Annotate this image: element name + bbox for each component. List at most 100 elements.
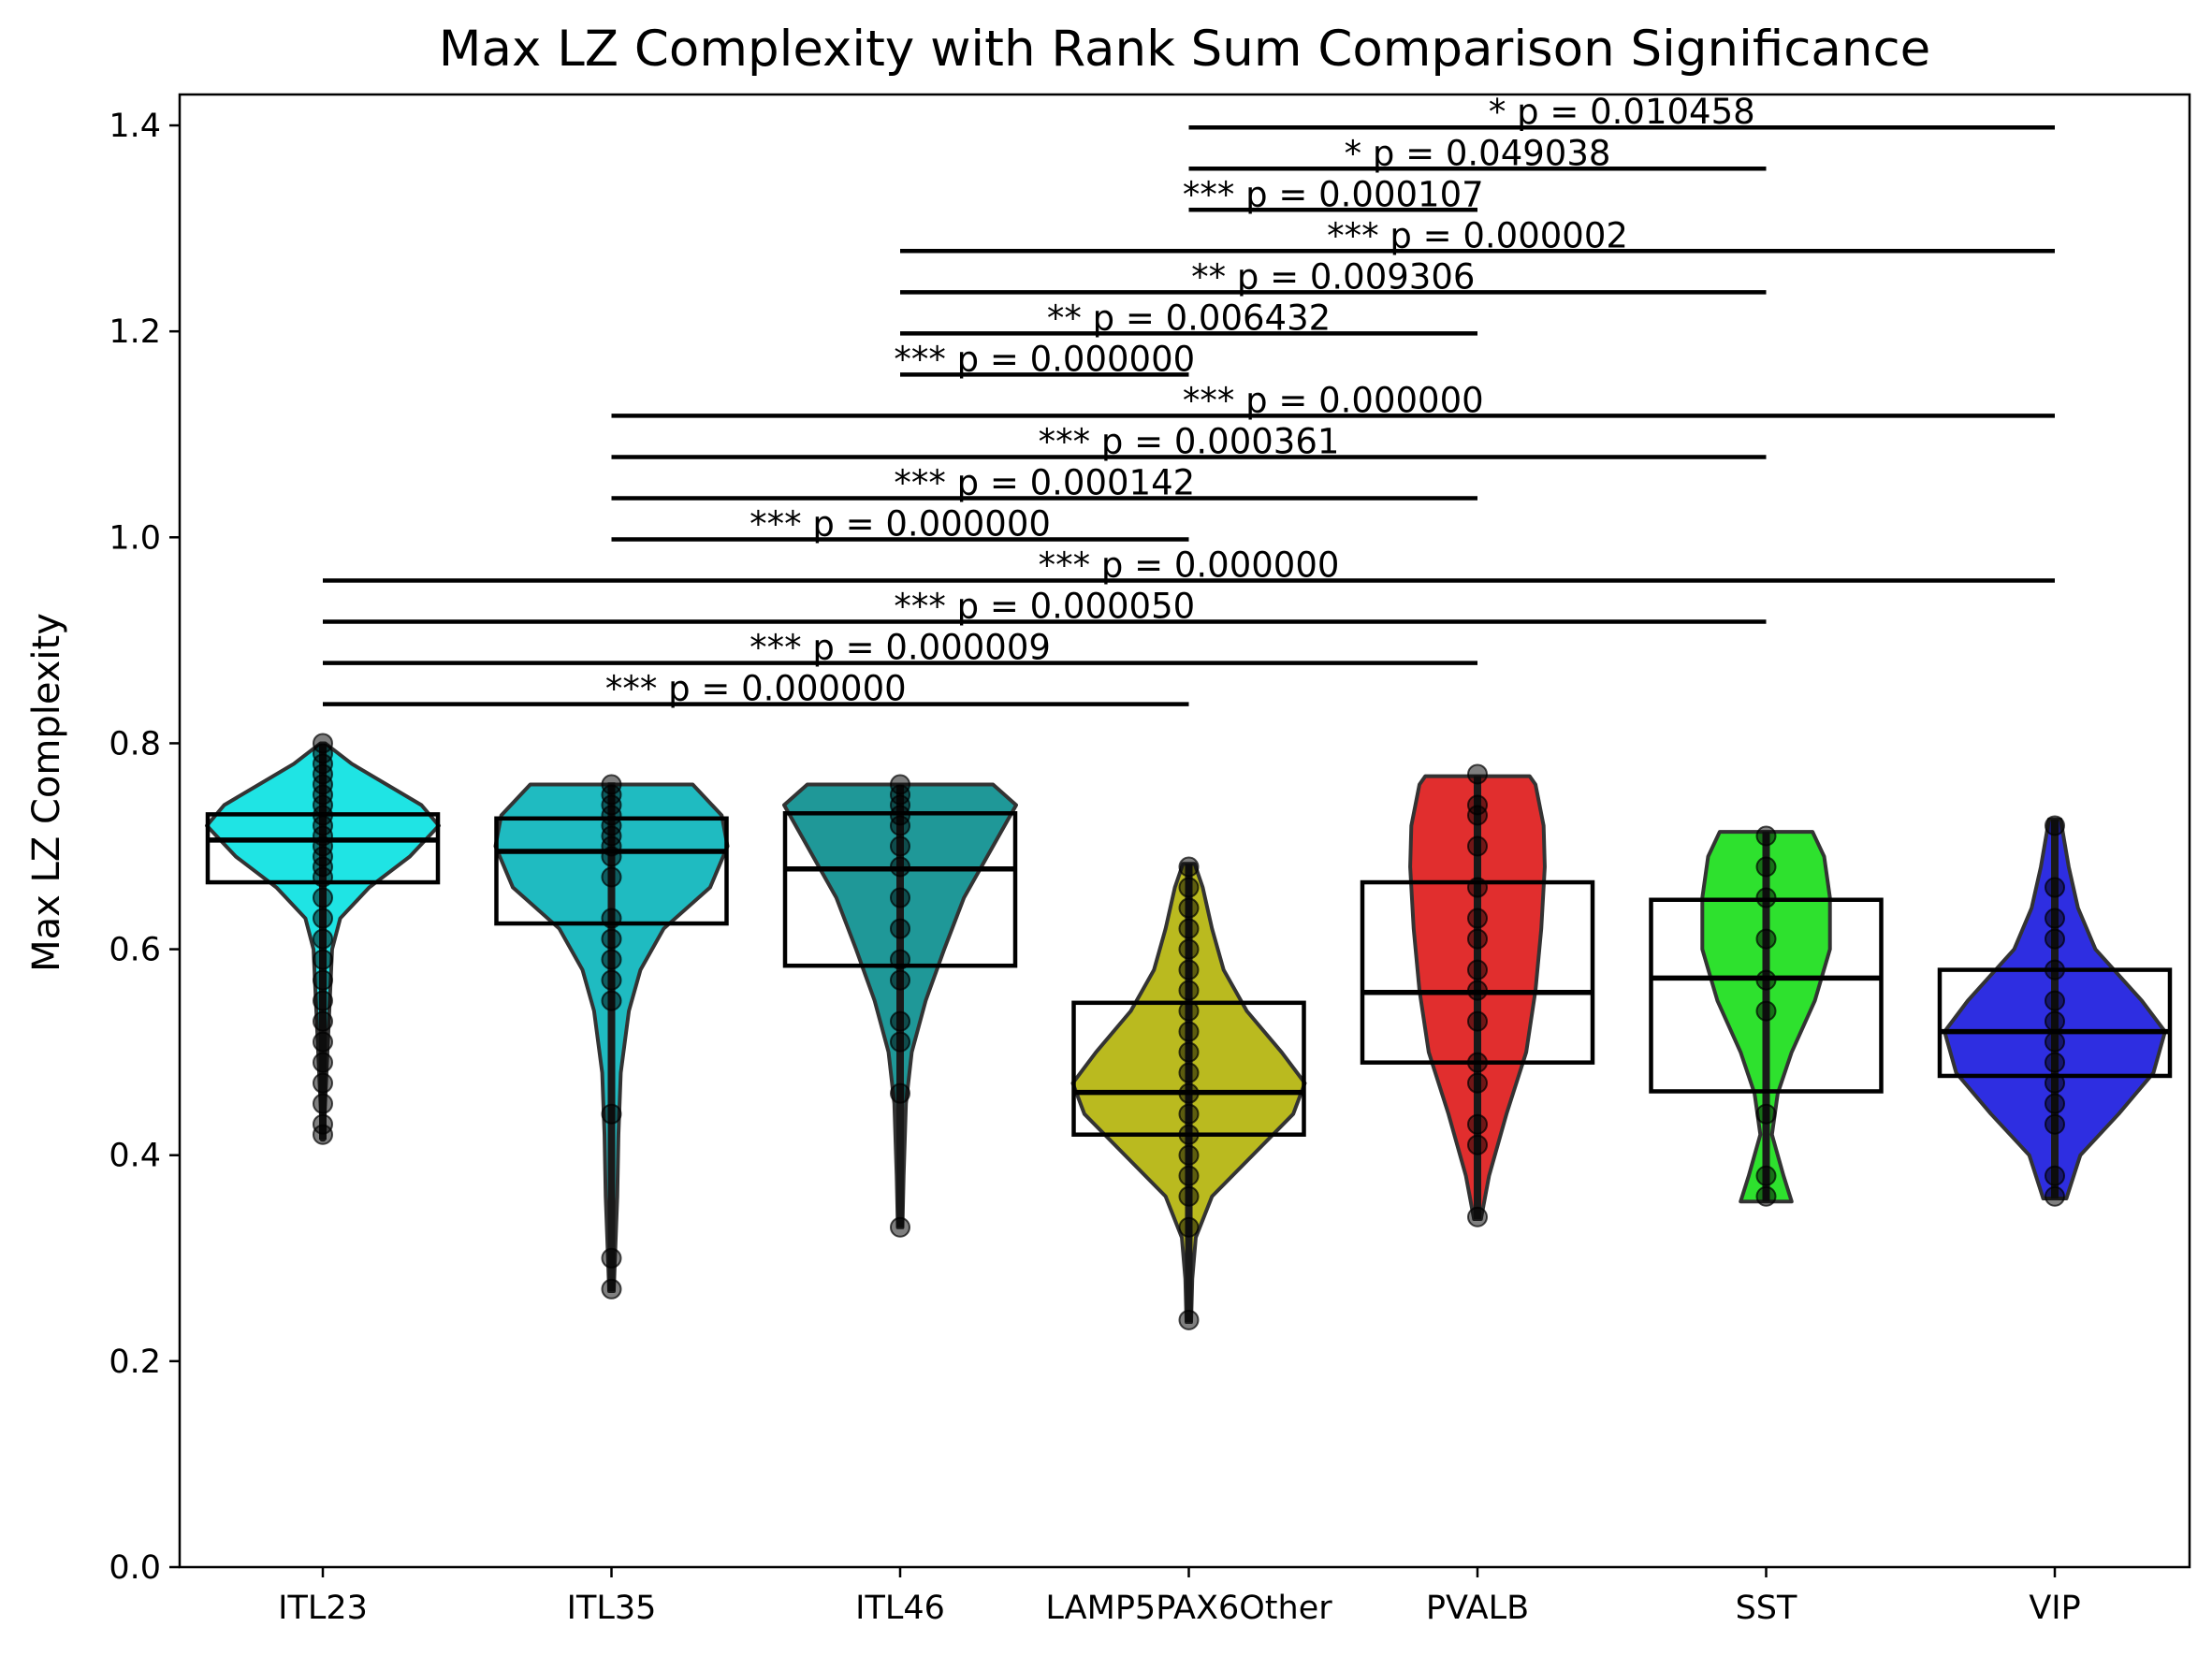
data-point-lamp5pax6other [1178, 980, 1200, 1001]
data-point-vip [2045, 1113, 2065, 1135]
data-point-lamp5pax6other [1178, 1103, 1200, 1125]
data-point-itl23 [313, 1031, 333, 1053]
data-point-pvalb [1467, 763, 1488, 785]
data-point-sst [1755, 856, 1777, 878]
data-point-itl35 [601, 908, 622, 929]
significance-label: ** p = 0.006432 [1047, 298, 1331, 338]
data-point-vip [2045, 877, 2065, 898]
x-tick-label: LAMP5PAX6Other [1045, 1590, 1332, 1627]
significance-label: *** p = 0.000142 [894, 462, 1195, 502]
data-point-lamp5pax6other [1178, 1082, 1200, 1104]
data-point-pvalb [1467, 928, 1488, 950]
data-point-itl46 [890, 887, 910, 908]
data-point-vip [2045, 1185, 2065, 1207]
data-point-itl23 [313, 1093, 333, 1114]
data-point-itl35 [601, 1103, 622, 1125]
data-point-pvalb [1467, 908, 1488, 929]
data-point-sst [1755, 887, 1777, 908]
data-point-pvalb [1467, 835, 1488, 857]
data-point-itl46 [890, 918, 910, 939]
data-point-lamp5pax6other [1178, 856, 1200, 878]
data-point-itl35 [601, 1278, 622, 1300]
significance-label: *** p = 0.000000 [1039, 545, 1340, 586]
x-tick-label: ITL35 [567, 1590, 657, 1627]
data-point-itl23 [313, 908, 333, 929]
data-point-itl23 [313, 990, 333, 1011]
significance-label: *** p = 0.000000 [605, 669, 907, 709]
data-point-lamp5pax6other [1178, 1062, 1200, 1083]
data-point-itl35 [601, 1247, 622, 1269]
x-tick-label: SST [1736, 1590, 1797, 1627]
data-point-itl23 [313, 1113, 333, 1135]
y-axis-label: Max LZ Complexity [25, 613, 68, 972]
data-point-itl46 [890, 1216, 910, 1238]
data-point-vip [2045, 959, 2065, 981]
data-point-lamp5pax6other [1178, 1124, 1200, 1145]
data-point-pvalb [1467, 1010, 1488, 1032]
data-point-itl46 [890, 835, 910, 857]
plot-area: *** p = 0.000000*** p = 0.000009*** p = … [109, 92, 2191, 1627]
data-point-vip [2045, 1072, 2065, 1094]
data-point-sst [1755, 1103, 1777, 1125]
data-point-pvalb [1467, 877, 1488, 898]
significance-label: *** p = 0.000361 [1039, 421, 1340, 461]
data-point-lamp5pax6other [1178, 1000, 1200, 1022]
data-point-lamp5pax6other [1178, 877, 1200, 898]
data-point-pvalb [1467, 1072, 1488, 1094]
x-tick-label: ITL23 [278, 1590, 368, 1627]
data-point-itl35 [601, 928, 622, 950]
data-point-itl23 [313, 733, 333, 754]
data-point-itl35 [601, 949, 622, 970]
data-point-itl35 [601, 866, 622, 888]
data-point-pvalb [1467, 1113, 1488, 1135]
data-point-lamp5pax6other [1178, 1021, 1200, 1042]
data-point-lamp5pax6other [1178, 1216, 1200, 1238]
data-point-itl23 [313, 928, 333, 950]
data-point-itl46 [890, 1031, 910, 1053]
data-point-sst [1755, 1000, 1777, 1022]
data-point-vip [2045, 1165, 2065, 1186]
y-tick-label: 0.0 [109, 1549, 161, 1587]
data-point-itl46 [890, 1010, 910, 1032]
data-point-lamp5pax6other [1178, 1144, 1200, 1166]
data-point-vip [2045, 1052, 2065, 1073]
y-tick-label: 0.8 [109, 725, 161, 763]
data-point-vip [2045, 815, 2065, 836]
significance-label: *** p = 0.000050 [894, 587, 1195, 627]
data-point-vip [2045, 990, 2065, 1011]
significance-label: *** p = 0.000009 [749, 628, 1051, 668]
data-point-itl35 [601, 774, 622, 795]
data-point-pvalb [1467, 959, 1488, 981]
data-point-itl35 [601, 969, 622, 991]
data-point-vip [2045, 928, 2065, 950]
x-tick-label: ITL46 [855, 1590, 945, 1627]
significance-label: *** p = 0.000002 [1327, 215, 1628, 255]
data-point-itl23 [313, 969, 333, 991]
data-point-lamp5pax6other [1178, 897, 1200, 919]
significance-label: *** p = 0.000107 [1183, 174, 1484, 214]
data-point-itl23 [313, 1010, 333, 1032]
y-tick-label: 0.4 [109, 1138, 161, 1175]
data-point-vip [2045, 1010, 2065, 1032]
data-point-lamp5pax6other [1178, 938, 1200, 960]
data-point-itl23 [313, 949, 333, 970]
data-point-itl46 [890, 774, 910, 795]
y-tick-label: 0.6 [109, 932, 161, 969]
plot-frame [178, 93, 2191, 1569]
data-point-pvalb [1467, 1052, 1488, 1073]
y-tick-label: 1.4 [109, 108, 161, 145]
data-point-sst [1755, 969, 1777, 991]
data-point-lamp5pax6other [1178, 1309, 1200, 1330]
data-point-vip [2045, 1093, 2065, 1114]
data-point-lamp5pax6other [1178, 1041, 1200, 1063]
x-tick-label: PVALB [1426, 1590, 1529, 1627]
data-point-lamp5pax6other [1178, 1185, 1200, 1207]
y-tick-label: 1.2 [109, 313, 161, 351]
data-point-sst [1755, 928, 1777, 950]
significance-label: * p = 0.010458 [1489, 92, 1755, 132]
data-point-lamp5pax6other [1178, 918, 1200, 939]
y-tick-label: 0.2 [109, 1344, 161, 1381]
data-point-pvalb [1467, 1206, 1488, 1227]
significance-label: *** p = 0.000000 [749, 504, 1051, 545]
